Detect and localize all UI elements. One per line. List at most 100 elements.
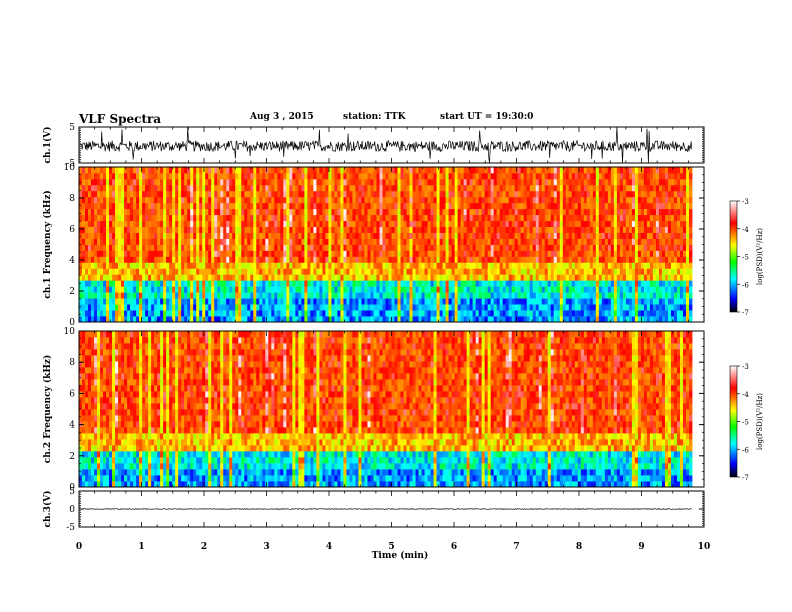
- heatmap-cell: [517, 214, 522, 222]
- heatmap-cell: [364, 292, 368, 299]
- heatmap-cell: [172, 196, 176, 204]
- heatmap-cell: [274, 256, 278, 263]
- heatmap-cell: [196, 184, 200, 192]
- heatmap-cell: [232, 184, 236, 192]
- heatmap-cell: [331, 238, 335, 245]
- heatmap-cell: [346, 244, 350, 251]
- heatmap-cell: [184, 316, 188, 323]
- heatmap-cell: [589, 196, 594, 204]
- heatmap-cell: [286, 268, 290, 275]
- heatmap-cell: [292, 268, 296, 275]
- heatmap-cell: [523, 238, 528, 245]
- heatmap-cell: [481, 286, 486, 293]
- heatmap-cell: [550, 214, 555, 222]
- heatmap-cell: [220, 256, 224, 263]
- heatmap-cell: [160, 202, 164, 210]
- heatmap-cell: [331, 232, 335, 239]
- heatmap-cell: [109, 286, 113, 293]
- heatmap-cell: [490, 280, 495, 287]
- heatmap-cell: [364, 244, 368, 251]
- heatmap-cell: [583, 220, 588, 228]
- heatmap-cell: [268, 220, 272, 228]
- heatmap-cell: [523, 202, 528, 210]
- heatmap-cell: [409, 172, 413, 180]
- heatmap-cell: [442, 286, 446, 293]
- heatmap-cell: [190, 184, 194, 192]
- heatmap-cell: [217, 298, 221, 305]
- heatmap-cell: [208, 304, 212, 311]
- heatmap-cell: [625, 178, 630, 186]
- heatmap-cell: [100, 244, 104, 251]
- heatmap-cell: [289, 316, 293, 323]
- heatmap-cell: [145, 208, 149, 216]
- heatmap-cell: [505, 220, 510, 228]
- heatmap-cell: [586, 184, 591, 192]
- heatmap-cell: [337, 316, 341, 323]
- heatmap-cell: [535, 202, 540, 210]
- heatmap-cell: [337, 232, 341, 239]
- heatmap-cell: [631, 220, 636, 228]
- heatmap-cell: [253, 226, 257, 233]
- heatmap-cell: [334, 190, 338, 198]
- heatmap-cell: [82, 196, 86, 204]
- heatmap-cell: [238, 292, 242, 299]
- heatmap-cell: [475, 262, 480, 269]
- heatmap-cell: [523, 184, 528, 192]
- heatmap-cell: [442, 298, 446, 305]
- heatmap-cell: [247, 292, 251, 299]
- heatmap-cell: [547, 280, 552, 287]
- heatmap-cell: [256, 208, 260, 216]
- heatmap-cell: [424, 214, 428, 222]
- heatmap-cell: [358, 232, 362, 239]
- heatmap-cell: [145, 244, 149, 251]
- heatmap-cell: [478, 268, 483, 275]
- heatmap-cell: [136, 268, 140, 275]
- heatmap-cell: [448, 202, 452, 210]
- heatmap-cell: [151, 268, 155, 275]
- heatmap-cell: [94, 184, 98, 192]
- heatmap-cell: [484, 262, 489, 269]
- heatmap-cell: [286, 316, 290, 323]
- heatmap-cell: [115, 310, 119, 317]
- heatmap-cell: [538, 280, 543, 287]
- heatmap-cell: [373, 202, 377, 210]
- heatmap-cell: [88, 274, 92, 281]
- heatmap-cell: [430, 208, 434, 216]
- heatmap-cell: [340, 256, 344, 263]
- heatmap-cell: [214, 220, 218, 228]
- heatmap-cell: [355, 298, 359, 305]
- heatmap-cell: [499, 250, 504, 257]
- heatmap-cell: [160, 298, 164, 305]
- heatmap-cell: [409, 238, 413, 245]
- heatmap-cell: [283, 172, 287, 180]
- heatmap-cell: [187, 268, 191, 275]
- heatmap-cell: [496, 172, 501, 180]
- heatmap-cell: [79, 196, 83, 204]
- heatmap-cell: [568, 184, 573, 192]
- heatmap-cell: [199, 238, 203, 245]
- heatmap-cell: [265, 226, 269, 233]
- heatmap-cell: [88, 184, 92, 192]
- heatmap-cell: [577, 184, 582, 192]
- heatmap-cell: [301, 262, 305, 269]
- heatmap-cell: [148, 286, 152, 293]
- heatmap-cell: [535, 226, 540, 233]
- heatmap-cell: [199, 214, 203, 222]
- heatmap-cell: [190, 190, 194, 198]
- heatmap-cell: [97, 316, 101, 323]
- heatmap-cell: [310, 256, 314, 263]
- heatmap-cell: [475, 250, 480, 257]
- heatmap-cell: [349, 167, 353, 174]
- heatmap-cell: [604, 202, 609, 210]
- heatmap-cell: [373, 310, 377, 317]
- heatmap-cell: [295, 238, 299, 245]
- heatmap-cell: [511, 244, 516, 251]
- heatmap-cell: [565, 214, 570, 222]
- heatmap-cell: [178, 262, 182, 269]
- heatmap-cell: [364, 286, 368, 293]
- heatmap-cell: [202, 232, 206, 239]
- heatmap-cell: [580, 268, 585, 275]
- heatmap-cell: [154, 304, 158, 311]
- heatmap-cell: [370, 280, 374, 287]
- heatmap-cell: [181, 196, 185, 204]
